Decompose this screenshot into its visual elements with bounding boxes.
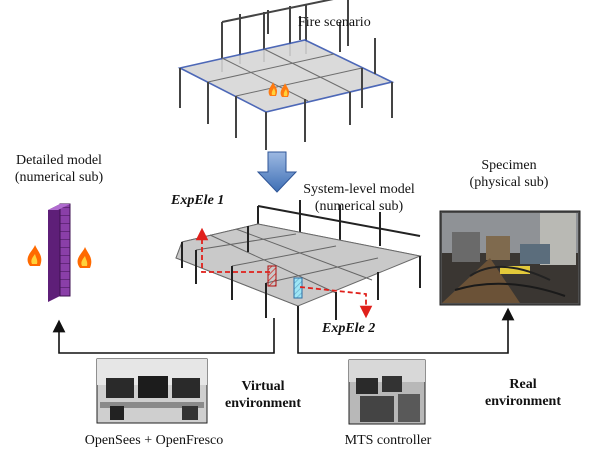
real-line1: Real	[509, 377, 537, 392]
system-level-model-label: System-level model (numerical sub)	[296, 181, 422, 215]
connector-lines	[52, 307, 515, 354]
detailed-model-label: Detailed model (numerical sub)	[4, 152, 114, 186]
workstation-photo	[96, 358, 208, 424]
detailed-model-column	[27, 203, 92, 302]
downward-arrow	[256, 151, 298, 193]
exp-ele-1-label: ExpEle 1	[171, 193, 225, 208]
exp-element-1	[267, 265, 277, 287]
exp-ele-2-label: ExpEle 2	[322, 321, 376, 336]
opensees-label: OpenSees + OpenFresco	[84, 433, 224, 448]
system-model-line1: System-level model	[303, 182, 415, 197]
lab-specimen-photo	[439, 210, 581, 306]
flame-icon	[27, 245, 42, 266]
specimen-label: Specimen (physical sub)	[452, 157, 566, 191]
virtual-line1: Virtual	[241, 379, 285, 394]
flame-icon	[268, 82, 290, 97]
detailed-model-line2: (numerical sub)	[14, 170, 104, 185]
real-environment-label: Real environment	[478, 376, 568, 410]
specimen-line2: (physical sub)	[469, 175, 549, 190]
controller-photo	[348, 359, 426, 425]
detailed-model-line1: Detailed model	[16, 153, 102, 168]
fire-scenario-label: Fire scenario	[298, 15, 371, 30]
flame-icon	[77, 247, 92, 268]
virtual-line2: environment	[225, 396, 301, 411]
real-line2: environment	[485, 394, 561, 409]
mts-controller-label: MTS controller	[344, 433, 432, 448]
specimen-line1: Specimen	[481, 158, 537, 173]
system-model-line2: (numerical sub)	[314, 199, 404, 214]
fire-scenario-frame	[177, 0, 395, 150]
virtual-environment-label: Virtual environment	[218, 378, 308, 412]
system-level-model	[175, 200, 422, 330]
